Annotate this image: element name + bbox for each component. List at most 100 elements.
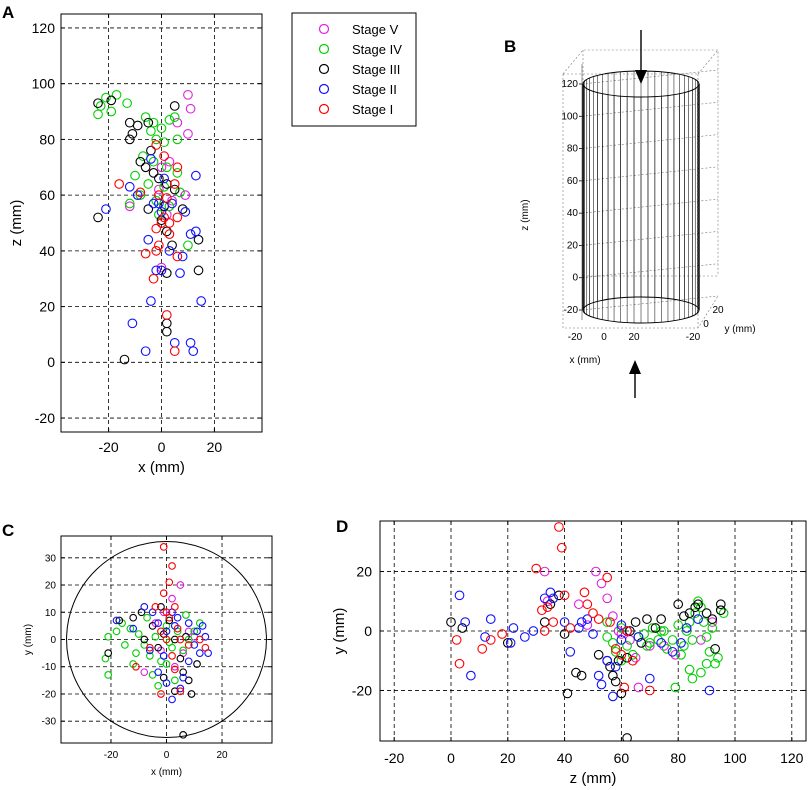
point-stage-ii [191,170,201,181]
point-stage-ii [159,651,168,660]
point-stage-iv [170,676,179,685]
point-stage-iii [562,688,573,699]
point-stage-ii [196,296,207,306]
point-stage-i [151,223,162,234]
legend-label: Stage IV [352,42,402,57]
y-tick-label: -20 [352,682,372,698]
point-stage-iii [679,611,689,621]
point-stage-iv [653,635,664,645]
point-stage-iii [179,730,188,739]
point-stage-ii [198,622,207,630]
point-stage-ii [485,614,496,624]
point-stage-iv [162,660,171,668]
box-front-top-right [697,49,719,75]
point-stage-i [485,635,496,645]
point-stage-ii [140,346,151,357]
point-stage-iv [659,626,669,636]
point-stage-iv [190,627,199,636]
point-stage-i [579,587,590,598]
point-stage-iv [687,635,698,645]
point-stage-iv [696,667,706,678]
point-stage-v [140,668,149,677]
point-stage-iii [165,616,174,625]
point-stage-i [539,626,550,636]
x-tick-label: 0 [601,332,607,343]
point-stage-ii [101,204,111,214]
x-tick-label: 100 [723,750,747,766]
x-tick-label: 0 [447,750,455,766]
point-stage-i [582,599,593,610]
point-stage-iii [701,608,712,619]
point-stage-iv [112,627,121,636]
point-stage-iv [121,641,129,649]
point-stage-iii [642,614,652,624]
point-stage-iii [576,670,587,681]
point-stage-i [454,658,465,669]
point-stage-iv [656,626,667,636]
point-stage-i [559,590,570,601]
point-stage-iv [175,187,185,198]
point-stage-ii [146,296,156,306]
point-stage-v [596,578,607,589]
point-stage-ii [179,673,188,682]
point-stage-ii [154,668,163,677]
x-tick-label: 40 [557,750,573,766]
point-stage-iv [104,632,113,641]
point-stage-iv [690,608,701,619]
point-stage-iii [616,688,627,699]
point-stage-v [180,190,191,200]
panel-a-scatter: -20 0 20 -20 0 20 40 60 80 100 120 x (mm) z (mm) [8,13,263,476]
point-stage-v [608,611,618,621]
point-stage-v [539,566,550,577]
point-stage-i [451,635,462,645]
point-stage-iv [151,195,162,206]
boundary-circle [66,540,267,739]
point-stage-ii [145,646,154,655]
point-stage-iv [134,630,143,638]
point-stage-ii [644,673,655,684]
point-stage-i [165,578,174,587]
point-stage-iv [101,92,111,103]
y-tick-label: 20 [356,563,372,579]
point-stage-ii [176,684,185,693]
point-stage-v [154,184,164,195]
y-tick-label: 0 [50,635,56,646]
point-stage-i [151,140,162,150]
z-tick-label: 120 [561,79,578,90]
point-stage-ii [175,268,185,279]
point-stage-iv [701,632,712,642]
point-stage-i [184,641,193,649]
point-stage-ii [460,617,471,627]
x-axis-label: x (mm) [151,767,182,778]
point-stage-ii [480,632,490,642]
point-stage-iv [622,641,632,651]
point-stage-iii [656,614,667,624]
point-stage-v [168,594,176,603]
point-stage-i [542,602,553,613]
point-stage-iii [193,265,204,276]
panel-c-scatter: -20 0 20 -30 -20 -10 0 10 20 30 x (mm) y (mm) [23,535,273,778]
z-tick-label: -20 [564,305,579,316]
point-stage-iv [676,649,686,660]
point-stage-iii [625,626,635,636]
point-stage-iv [698,617,709,627]
y-tick-label: 0 [364,623,372,639]
x-tick-label: 0 [158,439,166,455]
point-stage-ii [162,627,171,636]
point-stage-iv [104,671,113,679]
point-stage-iii [140,635,149,644]
point-stage-iii [571,667,581,678]
point-stage-iv [696,602,706,613]
point-stage-iv [151,632,160,641]
point-stage-iii [161,179,172,189]
point-stage-iv [122,98,132,109]
point-stage-ii [156,265,167,276]
point-stage-ii [508,623,519,633]
point-stage-ii [582,614,593,624]
point-stage-iv [182,611,190,619]
y-tick-label: 100 [32,76,56,92]
point-stage-ii [190,641,199,649]
point-stage-iv [679,641,689,651]
point-stage-iii [127,128,138,139]
